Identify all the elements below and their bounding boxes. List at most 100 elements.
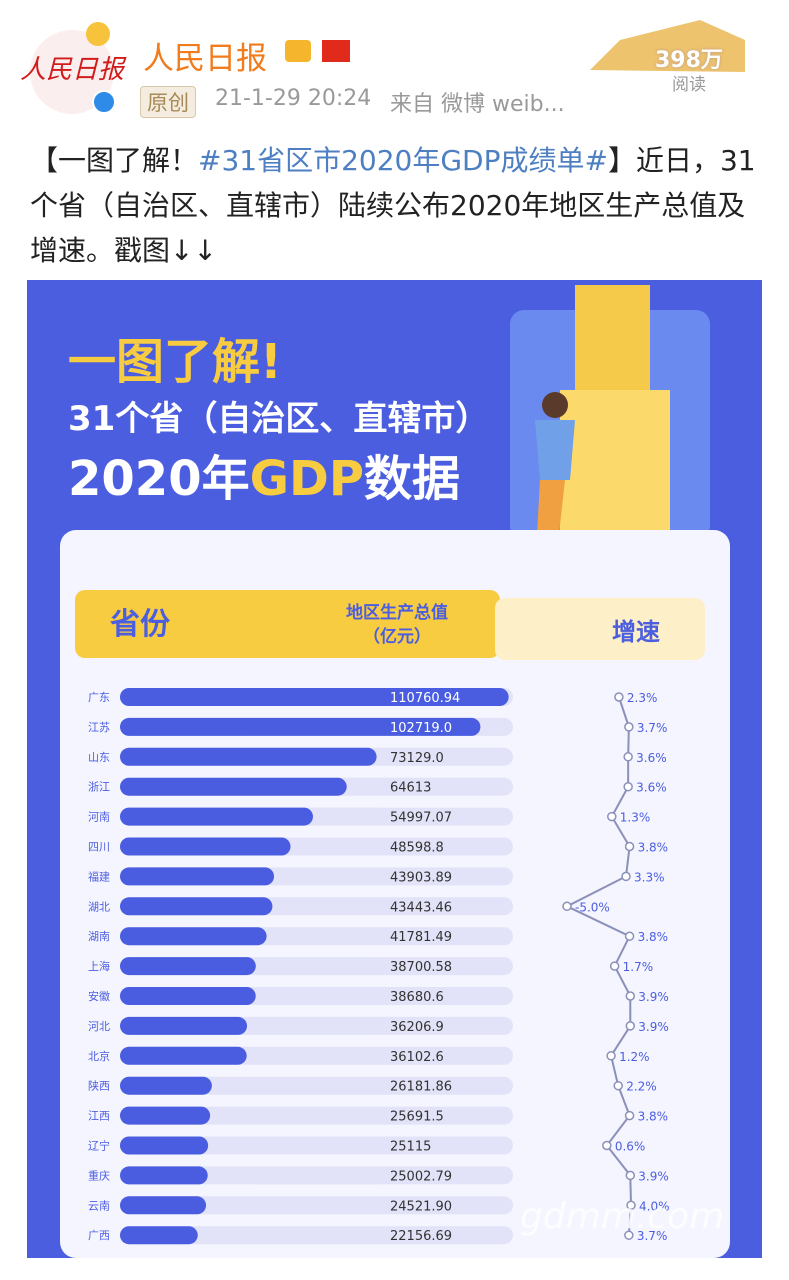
growth-point [606, 1051, 616, 1061]
province-label: 江西 [88, 1110, 110, 1123]
growth-point [624, 841, 635, 852]
post-source: 来自 微博 weib... [390, 92, 565, 117]
province-label: 上海 [88, 959, 110, 973]
growth-point [623, 752, 633, 762]
text-part: 】近日，31个省（自治区、直辖市）陆续公布2020年地区生产总值及增速。戳图↓↓ [30, 144, 756, 267]
growth-label: 3.6% [636, 781, 667, 795]
bar [120, 717, 481, 736]
rows: 广东 110760.94 江苏 102719.0 山东 73129.0 浙江 64613 河南 5… [88, 688, 670, 1245]
growth-label: 3.7% [637, 1229, 668, 1243]
heading-part: 数据 [364, 451, 460, 507]
growth-point [623, 781, 633, 792]
growth-label: 3.7% [637, 721, 668, 735]
growth-point [625, 1021, 636, 1031]
value-label: 64613 [390, 781, 431, 796]
bar-track [120, 1136, 513, 1155]
bar [120, 1106, 211, 1125]
header-graphics: 人民日报 [20, 20, 745, 114]
growth-point [626, 1200, 636, 1211]
growth-label: 3.9% [638, 1169, 669, 1183]
bar [120, 897, 273, 916]
info-heading: 2020年GDP数据 [68, 451, 460, 507]
header-band [75, 590, 500, 658]
growth-point [624, 1110, 635, 1121]
value-label: 38680.6 [390, 990, 444, 1005]
crown-icon [285, 40, 311, 62]
column-header: 地区生产总值 [346, 602, 448, 623]
bar [120, 807, 313, 826]
value-label: 26181.86 [390, 1080, 452, 1095]
paper-illustration [575, 285, 650, 395]
read-label: 阅读 [672, 75, 706, 95]
value-label: 25002.79 [390, 1169, 452, 1184]
sun-icon [86, 22, 110, 46]
heading-part: 2020年 [68, 451, 250, 507]
value-label: 110760.94 [390, 691, 460, 706]
column-header: （亿元） [363, 626, 431, 647]
province-label: 陕西 [88, 1079, 110, 1093]
province-label: 辽宁 [88, 1139, 110, 1153]
value-label: 41781.49 [390, 930, 452, 945]
value-label: 43903.89 [390, 870, 452, 885]
header-band [495, 598, 705, 660]
growth-point [607, 811, 617, 822]
value-label: 24521.90 [390, 1199, 452, 1214]
growth-label: 2.2% [626, 1080, 657, 1094]
growth-point [609, 961, 620, 971]
text-part: 【一图了解！ [30, 144, 199, 177]
growth-point [602, 1140, 612, 1151]
growth-label: 3.8% [638, 1110, 669, 1124]
value-label: 102719.0 [390, 721, 452, 736]
province-label: 湖北 [88, 900, 110, 913]
watermark: gdmm.com [520, 1196, 724, 1237]
bar [120, 1166, 208, 1185]
info-subtitle: 31个省（自治区、直辖市） [68, 399, 489, 439]
growth-label: 2.3% [627, 691, 658, 705]
province-label: 广西 [88, 1229, 110, 1242]
bar [120, 927, 267, 946]
growth-label: 0.6% [615, 1140, 646, 1154]
bar [120, 688, 509, 706]
growth-label: 3.8% [638, 841, 669, 855]
person-illustration [535, 420, 575, 480]
province-label: 浙江 [88, 781, 110, 794]
verified-badge [92, 90, 116, 114]
value-label: 38700.58 [390, 960, 452, 975]
post-text: 【一图了解！#31省区市2020年GDP成绩单#】近日，31个省（自治区、直辖市… [30, 138, 770, 273]
bar [120, 957, 256, 976]
growth-point [613, 1080, 623, 1091]
value-label: 54997.07 [390, 811, 452, 826]
avatar-logo: 人民日报 [20, 55, 127, 85]
read-count: 398万 [655, 48, 723, 73]
bar [120, 1076, 212, 1095]
province-label: 福建 [88, 869, 110, 883]
bar [120, 1046, 247, 1065]
bar [120, 867, 275, 886]
value-label: 73129.0 [390, 751, 444, 766]
bar [120, 777, 347, 796]
growth-label: 1.3% [620, 811, 651, 825]
value-label: 36206.9 [390, 1020, 444, 1035]
growth-label: 3.9% [638, 990, 669, 1004]
bar [120, 747, 377, 766]
bar [120, 987, 256, 1005]
province-label: 河北 [88, 1020, 110, 1033]
value-label: 22156.69 [390, 1229, 452, 1244]
author-name[interactable]: 人民日报 [143, 41, 267, 77]
value-label: 36102.6 [390, 1050, 444, 1065]
bar [120, 1016, 248, 1035]
province-label: 山东 [88, 751, 110, 764]
growth-point [625, 1170, 636, 1181]
value-label: 25115 [390, 1140, 431, 1155]
province-label: 湖南 [88, 930, 110, 943]
banner-decoration [590, 20, 745, 72]
province-label: 云南 [88, 1199, 110, 1212]
column-header: 增速 [612, 618, 660, 646]
value-label: 48598.8 [390, 841, 444, 856]
province-label: 江苏 [88, 721, 110, 734]
post-time: 21-1-29 20:24 [215, 86, 372, 111]
value-label: 25691.5 [390, 1110, 444, 1125]
hashtag[interactable]: #31省区市2020年GDP成绩单# [198, 144, 608, 177]
